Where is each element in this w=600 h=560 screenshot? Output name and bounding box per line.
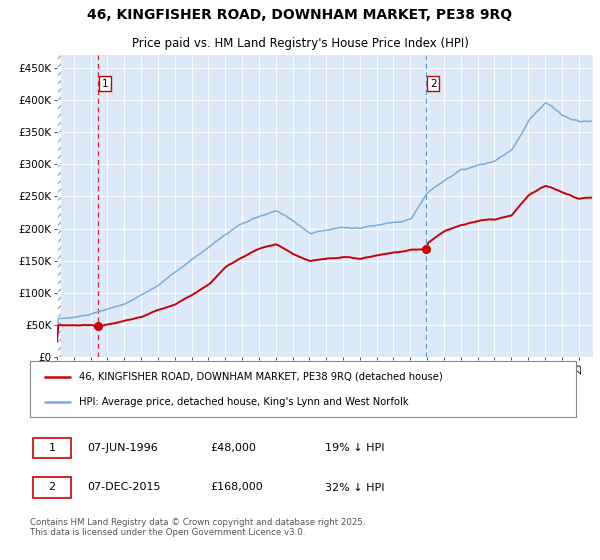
Text: 1: 1: [102, 79, 109, 89]
Text: Price paid vs. HM Land Registry's House Price Index (HPI): Price paid vs. HM Land Registry's House …: [131, 37, 469, 50]
Text: 46, KINGFISHER ROAD, DOWNHAM MARKET, PE38 9RQ: 46, KINGFISHER ROAD, DOWNHAM MARKET, PE3…: [88, 8, 512, 22]
FancyBboxPatch shape: [30, 361, 576, 417]
Text: 2: 2: [48, 483, 55, 492]
Bar: [57, 55, 61, 357]
Text: 19% ↓ HPI: 19% ↓ HPI: [325, 443, 385, 452]
Text: 32% ↓ HPI: 32% ↓ HPI: [325, 483, 385, 492]
Text: £48,000: £48,000: [210, 443, 256, 452]
Text: £168,000: £168,000: [210, 483, 263, 492]
Text: 2: 2: [430, 79, 437, 89]
FancyBboxPatch shape: [33, 477, 71, 498]
FancyBboxPatch shape: [33, 437, 71, 458]
Text: Contains HM Land Registry data © Crown copyright and database right 2025.
This d: Contains HM Land Registry data © Crown c…: [30, 518, 365, 538]
Text: 46, KINGFISHER ROAD, DOWNHAM MARKET, PE38 9RQ (detached house): 46, KINGFISHER ROAD, DOWNHAM MARKET, PE3…: [79, 372, 443, 382]
Text: HPI: Average price, detached house, King's Lynn and West Norfolk: HPI: Average price, detached house, King…: [79, 396, 409, 407]
Text: 07-JUN-1996: 07-JUN-1996: [88, 443, 158, 452]
Text: 07-DEC-2015: 07-DEC-2015: [88, 483, 161, 492]
Text: 1: 1: [49, 443, 55, 452]
